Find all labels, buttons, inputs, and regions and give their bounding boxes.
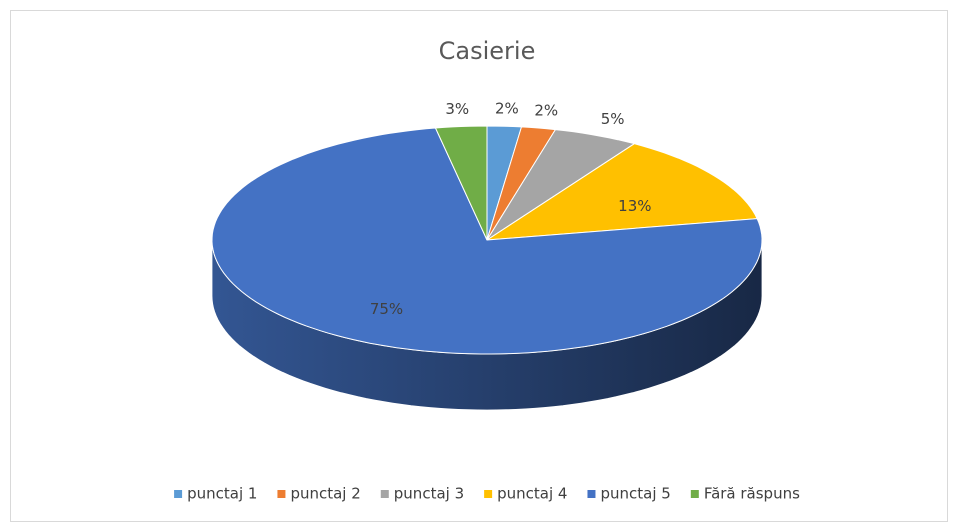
data-label: 13% <box>618 197 651 215</box>
data-label: 75% <box>370 300 403 318</box>
pie-slice <box>486 143 758 241</box>
pie-slice <box>211 127 763 355</box>
data-label: 5% <box>601 110 625 128</box>
legend-marker <box>380 490 389 498</box>
legend-label: Fără răspuns <box>704 485 800 503</box>
data-label: 3% <box>445 100 469 118</box>
data-labels: 2% 2% 5% 13% 75% 3% <box>370 100 652 318</box>
legend-label: punctaj 4 <box>497 485 567 503</box>
pie-slice <box>434 125 488 241</box>
legend-marker <box>277 490 286 498</box>
legend-label: punctaj 3 <box>394 485 464 503</box>
legend-marker <box>587 490 596 498</box>
pie-slice <box>486 129 636 241</box>
pie-tops <box>211 125 763 355</box>
chart-title: Casierie <box>439 37 536 65</box>
legend-label: punctaj 2 <box>290 485 360 503</box>
legend-label: punctaj 1 <box>187 485 257 503</box>
legend-marker <box>484 490 493 498</box>
data-label: 2% <box>534 102 558 120</box>
legend-marker <box>690 490 699 498</box>
data-label: 2% <box>495 100 519 118</box>
legend-marker <box>174 490 183 498</box>
legend-label: punctaj 5 <box>600 485 670 503</box>
legend: punctaj 1 punctaj 2 punctaj 3 punctaj 4 punc… <box>174 485 800 503</box>
